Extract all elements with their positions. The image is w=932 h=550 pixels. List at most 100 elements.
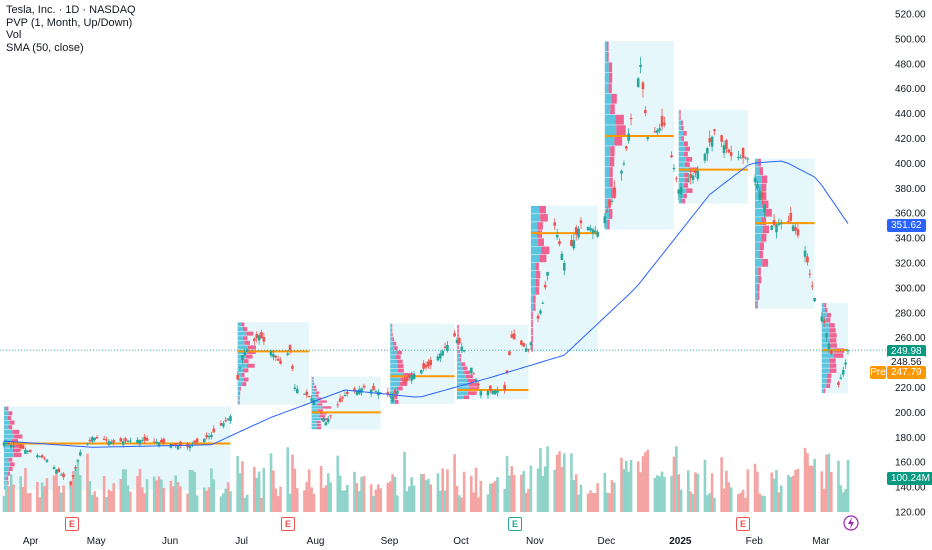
volume-bar xyxy=(274,488,278,512)
volume-bar xyxy=(312,493,316,512)
volume-bar xyxy=(26,493,30,512)
volume-bar xyxy=(753,463,757,512)
candle-body xyxy=(605,211,609,213)
volume-profile-bar-down xyxy=(467,378,476,383)
volume-profile-bar-up xyxy=(237,340,245,345)
volume-bar xyxy=(88,481,92,512)
candle-body xyxy=(653,131,657,133)
candle-body xyxy=(453,332,456,337)
candle-body xyxy=(589,228,592,231)
earnings-marker[interactable]: E xyxy=(736,517,750,531)
y-axis-tick-label: 480.00 xyxy=(895,59,926,70)
y-axis-tick-label: 500.00 xyxy=(895,34,926,45)
volume-profile-bar-up xyxy=(4,485,6,490)
candle-body xyxy=(93,437,96,441)
volume-profile-bar-down xyxy=(12,448,21,453)
volume-bar xyxy=(462,471,466,512)
earnings-marker[interactable]: E xyxy=(65,517,79,531)
earnings-marker[interactable]: E xyxy=(508,517,522,531)
candle-body xyxy=(107,441,111,446)
volume-profile-bar-up xyxy=(604,177,610,188)
volume-profile-bar-up xyxy=(456,362,462,366)
volume-bar xyxy=(212,479,216,512)
volume-profile-bar-down xyxy=(314,385,317,389)
candle-body xyxy=(825,333,828,338)
volume-bar xyxy=(195,495,199,512)
volume-profile-bar-up xyxy=(311,385,315,389)
volume-bar xyxy=(336,455,340,512)
volume-profile-bar-up xyxy=(755,217,762,225)
volume-profile-bar-up xyxy=(821,363,830,368)
volume-profile-bar-up xyxy=(604,41,607,52)
candle-body xyxy=(489,385,492,391)
volume-profile-bar-up xyxy=(390,386,398,391)
candle-body xyxy=(663,122,666,125)
volume-profile-bar-down xyxy=(826,378,831,383)
pvp-indicator-label[interactable]: PVP (1, Month, Up/Down) xyxy=(6,16,133,29)
volume-bar xyxy=(93,491,96,512)
candle-body xyxy=(524,348,528,352)
volume-bar xyxy=(405,491,409,512)
volume-profile-bar-up xyxy=(821,323,829,328)
volume-bar xyxy=(224,488,228,512)
volume-profile-bar-down xyxy=(532,319,533,328)
volume-profile-bar-down xyxy=(830,343,837,348)
candle-body xyxy=(393,390,397,394)
lightning-icon[interactable] xyxy=(843,515,859,531)
volume-bar xyxy=(303,490,306,512)
volume-profile-bar-up xyxy=(755,258,763,267)
volume-profile-bar-up xyxy=(456,358,460,362)
volume-bar xyxy=(579,484,583,512)
volume-profile-bar-down xyxy=(241,322,245,327)
volume-bar xyxy=(443,490,447,512)
candle-body xyxy=(503,384,506,390)
volume-profile-bar-up xyxy=(755,208,765,217)
volume-profile-bar-down xyxy=(319,415,326,418)
volume-bar xyxy=(69,480,73,512)
candle-body xyxy=(803,250,807,257)
volume-bar xyxy=(40,482,44,512)
candle-body xyxy=(713,129,716,132)
candle-body xyxy=(794,227,797,231)
candle-body xyxy=(212,428,216,433)
volume-bar xyxy=(76,460,80,512)
y-axis-tick-label: 160.00 xyxy=(895,458,926,469)
volume-profile-bar-down xyxy=(761,217,767,225)
volume-profile-bar-down xyxy=(608,72,613,83)
candle-body xyxy=(272,354,275,358)
volume-bar xyxy=(272,470,275,512)
earnings-marker[interactable]: E xyxy=(281,517,295,531)
volume-indicator-label[interactable]: Vol xyxy=(6,29,22,41)
volume-profile-bar-up xyxy=(821,303,825,308)
candle-body xyxy=(379,392,383,394)
candle-body xyxy=(76,460,80,462)
volume-profile-bar-down xyxy=(761,233,767,242)
candle-body xyxy=(260,332,263,339)
candle-body xyxy=(493,390,497,395)
candle-body xyxy=(837,382,840,386)
candle-body xyxy=(179,441,182,446)
candle-body xyxy=(257,335,261,341)
volume-bar xyxy=(558,451,561,512)
candle-body xyxy=(512,333,516,340)
volume-profile-bar-down xyxy=(394,346,398,351)
candle-body xyxy=(329,415,332,417)
candle-body xyxy=(622,163,626,165)
volume-profile-bar-up xyxy=(530,295,534,303)
sma-indicator-label[interactable]: SMA (50, close) xyxy=(6,41,84,54)
volume-bar xyxy=(608,493,611,512)
candle-body xyxy=(157,442,161,446)
volume-bar xyxy=(756,471,759,512)
volume-profile-bar-down xyxy=(683,151,688,157)
volume-bar xyxy=(505,455,509,512)
volume-profile-bar-down xyxy=(681,120,683,126)
candle-body xyxy=(38,456,42,458)
volume-profile-bar-up xyxy=(390,350,397,355)
volume-profile-bar-down xyxy=(608,83,612,94)
volume-bar xyxy=(105,497,108,512)
volume-bar xyxy=(295,488,299,512)
symbol-title[interactable]: Tesla, Inc. · 1D · NASDAQ xyxy=(6,4,136,16)
candle-body xyxy=(269,351,273,356)
volume-bar xyxy=(520,474,523,512)
